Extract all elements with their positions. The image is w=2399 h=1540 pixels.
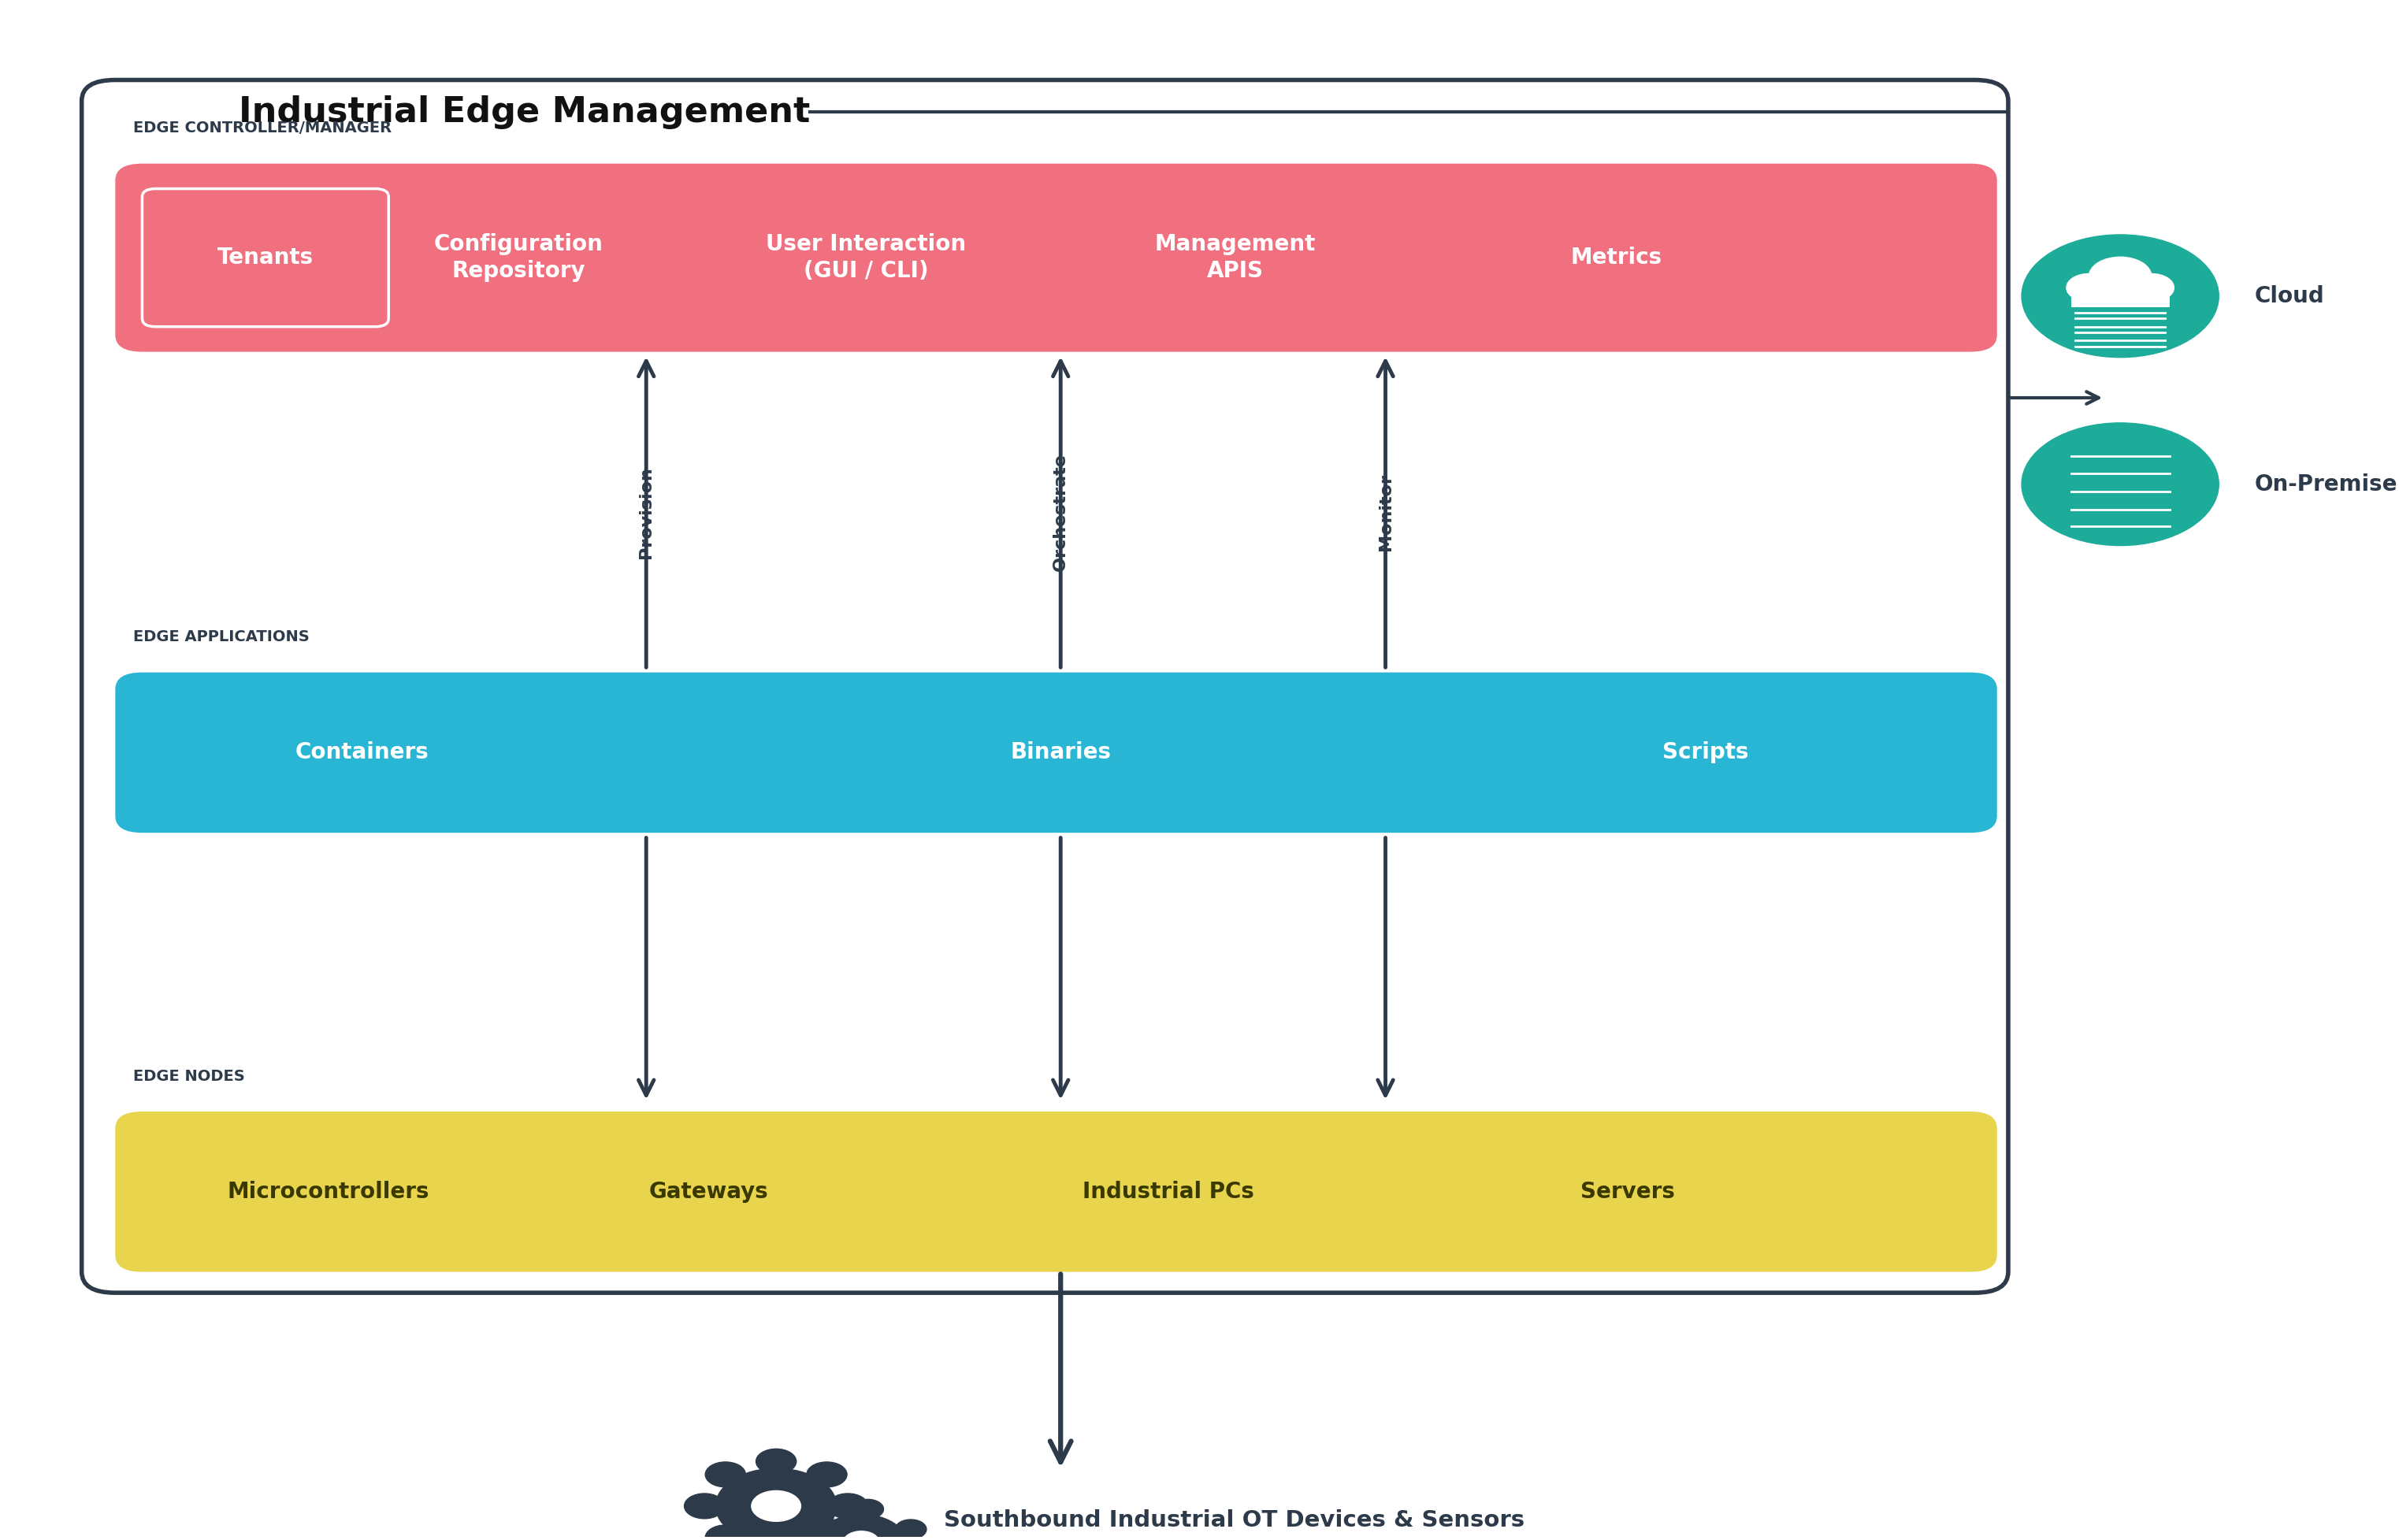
Circle shape [2090,257,2152,296]
Text: Tenants: Tenants [218,246,314,268]
Circle shape [844,1531,878,1540]
Circle shape [816,1514,907,1540]
Circle shape [852,1500,883,1518]
Circle shape [751,1491,801,1522]
Text: Cloud: Cloud [2255,285,2325,306]
Bar [2070,288,2169,313]
FancyBboxPatch shape [115,673,1996,833]
Text: Management
APIS: Management APIS [1154,233,1317,282]
Text: Orchestrate: Orchestrate [1053,453,1068,571]
Circle shape [756,1538,796,1540]
Bar [2070,306,2169,348]
Circle shape [715,1469,837,1540]
Circle shape [2066,274,2111,302]
Text: EDGE APPLICATIONS: EDGE APPLICATIONS [134,630,309,645]
Circle shape [806,1525,847,1540]
Text: Provision: Provision [638,467,655,557]
Text: Monitor: Monitor [1377,473,1394,551]
Text: Industrial PCs: Industrial PCs [1082,1181,1255,1203]
Circle shape [2022,424,2219,545]
Text: EDGE NODES: EDGE NODES [134,1069,245,1084]
Circle shape [804,1512,835,1532]
Circle shape [756,1449,796,1474]
Text: Configuration
Repository: Configuration Repository [434,233,602,282]
FancyBboxPatch shape [115,163,1996,351]
Text: Microcontrollers: Microcontrollers [228,1181,429,1203]
Circle shape [806,1461,847,1488]
Text: Industrial Edge Management: Industrial Edge Management [238,95,811,129]
Circle shape [684,1494,724,1518]
Circle shape [828,1494,868,1518]
Text: Servers: Servers [1581,1181,1675,1203]
Text: Metrics: Metrics [1571,246,1663,268]
Circle shape [705,1525,746,1540]
Text: Southbound Industrial OT Devices & Sensors: Southbound Industrial OT Devices & Senso… [945,1509,1526,1531]
Circle shape [2130,274,2173,302]
Text: Containers: Containers [295,742,429,764]
Text: Scripts: Scripts [1663,742,1749,764]
Circle shape [895,1520,926,1538]
Text: Binaries: Binaries [1010,742,1111,764]
Text: EDGE CONTROLLER/MANAGER: EDGE CONTROLLER/MANAGER [134,120,391,136]
Circle shape [705,1461,746,1488]
Text: User Interaction
(GUI / CLI): User Interaction (GUI / CLI) [765,233,967,282]
Text: Gateways: Gateways [650,1181,768,1203]
Text: On-Premise: On-Premise [2255,473,2397,496]
FancyBboxPatch shape [115,1112,1996,1272]
Circle shape [2022,234,2219,357]
